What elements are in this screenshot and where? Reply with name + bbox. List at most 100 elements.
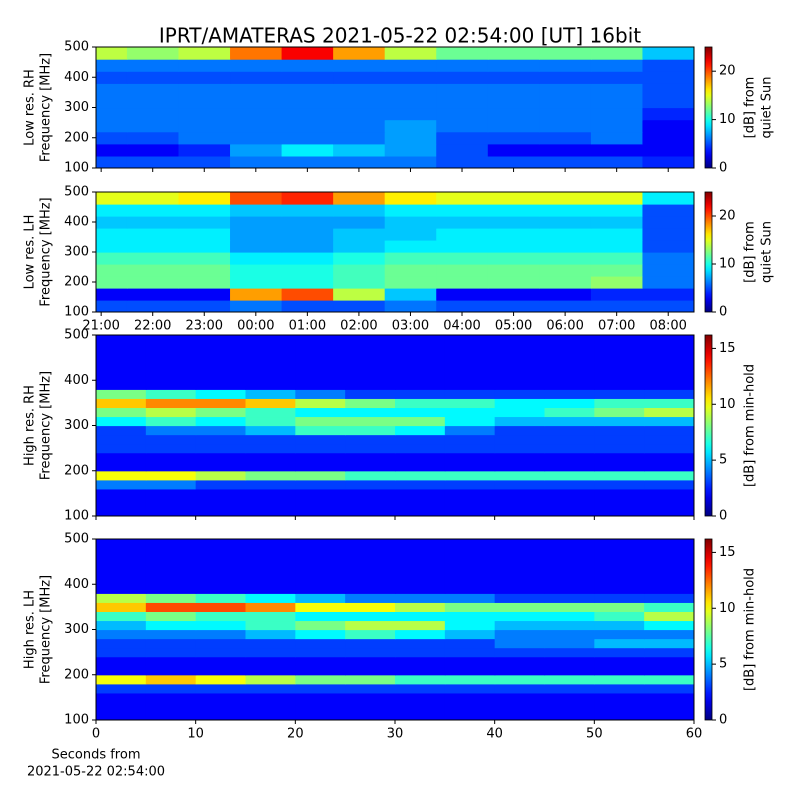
cell [126, 264, 180, 277]
cell [594, 584, 645, 594]
cell [281, 252, 334, 265]
cell [544, 452, 595, 463]
cell [230, 288, 283, 301]
y-axis-label: Frequency [MHz] [39, 371, 54, 480]
cell [178, 59, 231, 72]
cell [333, 107, 386, 121]
cell [245, 470, 296, 481]
cell [295, 380, 346, 390]
cell [644, 389, 694, 399]
cell [345, 353, 396, 363]
cell [195, 638, 247, 649]
cell [96, 204, 128, 217]
cell [594, 470, 645, 481]
cell [345, 566, 396, 576]
cell [295, 638, 346, 649]
heatmap [96, 47, 694, 168]
cell [245, 398, 296, 408]
cell [245, 692, 296, 703]
cell [96, 674, 147, 685]
cell [96, 497, 147, 508]
cell [644, 506, 694, 516]
cell [145, 656, 197, 667]
cell [444, 539, 496, 549]
cell [345, 602, 396, 612]
cell [126, 131, 180, 145]
cell [295, 575, 346, 585]
cell [295, 353, 346, 363]
cell [494, 488, 546, 499]
cell [544, 611, 595, 622]
cell [145, 602, 197, 612]
cell [245, 380, 296, 390]
cell [544, 647, 595, 658]
cell [96, 276, 128, 289]
cell [195, 461, 247, 472]
cell [195, 470, 247, 481]
cell [395, 674, 446, 685]
cell [333, 131, 386, 145]
cell [96, 107, 128, 121]
cell [96, 575, 147, 585]
cell [195, 548, 247, 558]
cell [395, 638, 446, 649]
cell [444, 548, 496, 558]
cell [178, 131, 231, 145]
cell [436, 216, 489, 229]
cell [494, 479, 546, 490]
cell [590, 288, 644, 301]
cell [245, 452, 296, 463]
cell [281, 264, 334, 277]
cell [345, 647, 396, 658]
cell [195, 647, 247, 658]
cell [295, 593, 346, 603]
cell [145, 380, 197, 390]
cell [444, 371, 496, 381]
cell [444, 638, 496, 649]
cell [487, 276, 540, 289]
cell [384, 264, 437, 277]
cell [539, 47, 592, 60]
cell [126, 47, 180, 60]
y-tick-label: 200 [64, 130, 89, 145]
cell [395, 488, 446, 499]
cell [295, 443, 346, 454]
cell [345, 506, 396, 516]
cell [345, 344, 396, 354]
cell [444, 443, 496, 454]
cell [295, 656, 346, 667]
cell [539, 131, 592, 145]
colorbar-tick-label: 10 [719, 397, 736, 412]
cell [281, 192, 334, 205]
cell [245, 425, 296, 436]
cell [494, 557, 546, 567]
cell [178, 204, 231, 217]
cell [395, 611, 446, 622]
cell [395, 575, 446, 585]
cell [436, 71, 489, 84]
cell [333, 240, 386, 253]
cell [145, 416, 197, 427]
y-tick-label: 500 [64, 328, 89, 343]
cell [96, 488, 147, 499]
y-tick-label: 400 [64, 373, 89, 388]
cell [145, 470, 197, 481]
cell [345, 548, 396, 558]
cell [644, 479, 694, 490]
cell [295, 344, 346, 354]
cell [96, 371, 147, 381]
cell [594, 593, 645, 603]
heatmap [96, 192, 694, 312]
cell [594, 638, 645, 649]
cell [494, 593, 546, 603]
cell [295, 548, 346, 558]
cell [487, 143, 540, 157]
cell [594, 629, 645, 640]
cell [295, 701, 346, 712]
cell [281, 59, 334, 72]
cell [444, 674, 496, 685]
cell [642, 155, 694, 168]
cell [230, 300, 283, 312]
cell [178, 119, 231, 133]
